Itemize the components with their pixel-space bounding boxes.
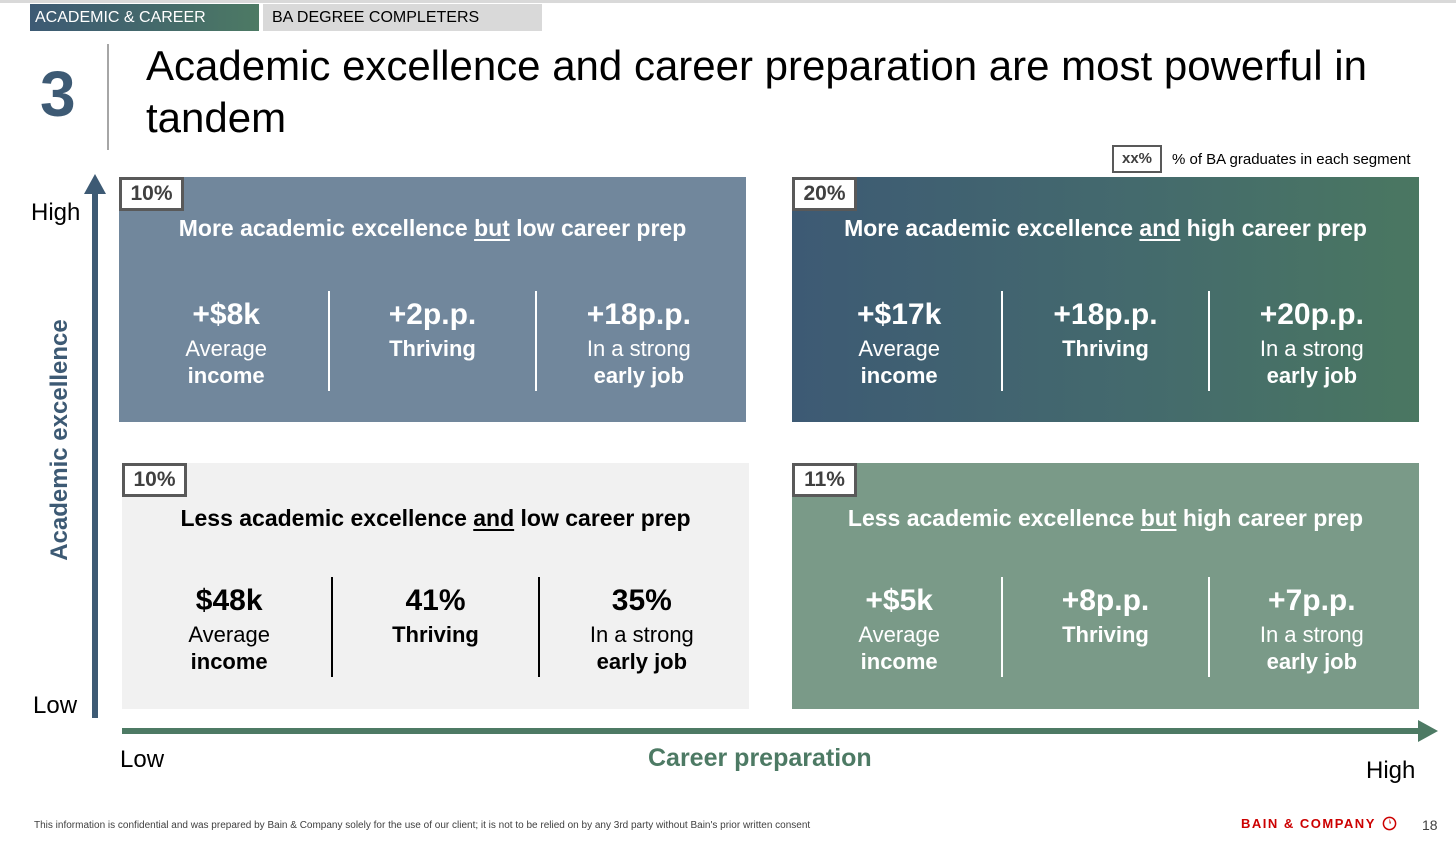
metric-value: +7p.p.	[1268, 584, 1356, 617]
metric-label-line-2: early job	[1266, 363, 1358, 388]
heading-post: low career prep	[514, 505, 691, 531]
metric-label-line-1: In a strong	[1259, 336, 1364, 361]
metric-strong-early-job: +18p.p. In a strong early job	[534, 291, 741, 391]
metric-income: +$5k Average income	[797, 577, 1001, 677]
segment-percent-badge: 20%	[792, 177, 857, 211]
metric-label-line-2: income	[187, 363, 265, 388]
quadrant-heading: More academic excellence and high career…	[792, 215, 1419, 242]
metric-value: +$17k	[857, 298, 942, 331]
metric-thriving: 41% Thriving	[331, 577, 537, 677]
legend: xx% % of BA graduates in each segment	[1112, 145, 1410, 173]
metric-income: +$17k Average income	[797, 291, 1001, 391]
metrics-row: +$17k Average income +18p.p. Thriving +2…	[797, 291, 1414, 391]
compass-icon	[1382, 816, 1397, 831]
x-axis-high-label: High	[1366, 757, 1416, 784]
metric-label-line-1: In a strong	[1259, 622, 1364, 647]
metric-thriving: +8p.p. Thriving	[1001, 577, 1207, 677]
quadrant-bottom-right: 11% Less academic excellence but high ca…	[792, 463, 1419, 709]
y-axis-arrowhead	[84, 174, 106, 194]
metric-thriving: +2p.p. Thriving	[328, 291, 534, 391]
metric-label-line-2: early job	[1266, 649, 1358, 674]
y-axis-title: Academic excellence	[46, 319, 73, 561]
metric-label-line-2: early job	[593, 363, 685, 388]
metric-label-line-1: Average	[858, 336, 940, 361]
metric-value: +$8k	[192, 298, 260, 331]
heading-post: high career prep	[1180, 215, 1367, 241]
metrics-row: +$8k Average income +2p.p. Thriving +18p…	[124, 291, 741, 391]
heading-post: high career prep	[1176, 505, 1364, 531]
heading-pre: More academic excellence	[844, 215, 1140, 241]
metric-label-line-1: Average	[185, 336, 267, 361]
metric-label-line-2: income	[860, 649, 938, 674]
quadrant-heading: Less academic excellence and low career …	[122, 505, 749, 532]
page-title: Academic excellence and career preparati…	[146, 42, 1367, 141]
x-axis-low-label: Low	[120, 746, 165, 773]
section-number: 3	[40, 58, 76, 130]
heading-emphasis: but	[1140, 505, 1177, 531]
section-tag-primary: ACADEMIC & CAREER	[30, 4, 259, 31]
quadrant-top-right: 20% More academic excellence and high ca…	[792, 177, 1419, 422]
page-number: 18	[1422, 817, 1438, 833]
metrics-row: $48k Average income 41% Thriving 35% In …	[127, 577, 744, 677]
metric-label-line-1: Thriving	[1062, 622, 1149, 647]
metric-income: $48k Average income	[127, 577, 331, 677]
legend-text: % of BA graduates in each segment	[1172, 150, 1411, 168]
metric-label-line-1: Average	[858, 622, 940, 647]
x-axis-line	[122, 728, 1422, 734]
metric-label-line-1: Thriving	[389, 336, 476, 361]
metric-value: +8p.p.	[1061, 584, 1150, 617]
title-divider	[107, 44, 109, 150]
heading-pre: More academic excellence	[178, 215, 475, 241]
metric-strong-early-job: +7p.p. In a strong early job	[1207, 577, 1414, 677]
quadrant-heading: Less academic excellence but high career…	[792, 505, 1419, 532]
heading-emphasis: and	[1139, 215, 1181, 241]
x-axis-title: Career preparation	[648, 744, 872, 772]
heading-emphasis: but	[474, 215, 510, 241]
heading-pre: Less academic excellence	[847, 505, 1141, 531]
metric-strong-early-job: +20p.p. In a strong early job	[1207, 291, 1414, 391]
y-axis-line	[92, 188, 98, 718]
metric-value: 41%	[405, 584, 466, 617]
x-axis-arrowhead	[1418, 720, 1438, 742]
metric-value: +20p.p.	[1259, 298, 1364, 331]
metric-income: +$8k Average income	[124, 291, 328, 391]
metric-strong-early-job: 35% In a strong early job	[537, 577, 744, 677]
metric-value: $48k	[195, 584, 263, 617]
metric-label-line-1: In a strong	[586, 336, 691, 361]
quadrant-heading: More academic excellence but low career …	[119, 215, 746, 242]
metric-label-line-2: income	[860, 363, 938, 388]
metric-value: +18p.p.	[1053, 298, 1158, 331]
metric-label-line-1: Average	[188, 622, 270, 647]
section-tag-secondary: BA DEGREE COMPLETERS	[263, 4, 542, 31]
metric-value: +$5k	[865, 584, 933, 617]
metric-value: +2p.p.	[388, 298, 477, 331]
metrics-row: +$5k Average income +8p.p. Thriving +7p.…	[797, 577, 1414, 677]
metric-value: 35%	[611, 584, 672, 617]
heading-emphasis: and	[473, 505, 515, 531]
brand-logo: BAIN & COMPANY	[1241, 816, 1397, 831]
brand-name: BAIN & COMPANY	[1241, 816, 1376, 831]
legend-box: xx%	[1112, 145, 1162, 173]
segment-percent-badge: 11%	[792, 463, 857, 497]
metric-value: +18p.p.	[586, 298, 691, 331]
segment-percent-badge: 10%	[119, 177, 184, 211]
y-axis-high-label: High	[31, 199, 81, 226]
metric-label-line-1: Thriving	[392, 622, 479, 647]
quadrant-bottom-left: 10% Less academic excellence and low car…	[122, 463, 749, 709]
segment-percent-badge: 10%	[122, 463, 187, 497]
heading-post: low career prep	[509, 215, 687, 241]
metric-label-line-2: income	[190, 649, 268, 674]
top-rule	[0, 0, 1456, 3]
metric-label-line-2: early job	[596, 649, 688, 674]
confidentiality-note: This information is confidential and was…	[34, 820, 811, 831]
metric-label-line-1: In a strong	[589, 622, 694, 647]
metric-thriving: +18p.p. Thriving	[1001, 291, 1207, 391]
metric-label-line-1: Thriving	[1062, 336, 1149, 361]
heading-pre: Less academic excellence	[180, 505, 474, 531]
quadrant-top-left: 10% More academic excellence but low car…	[119, 177, 746, 422]
y-axis-low-label: Low	[33, 692, 78, 719]
